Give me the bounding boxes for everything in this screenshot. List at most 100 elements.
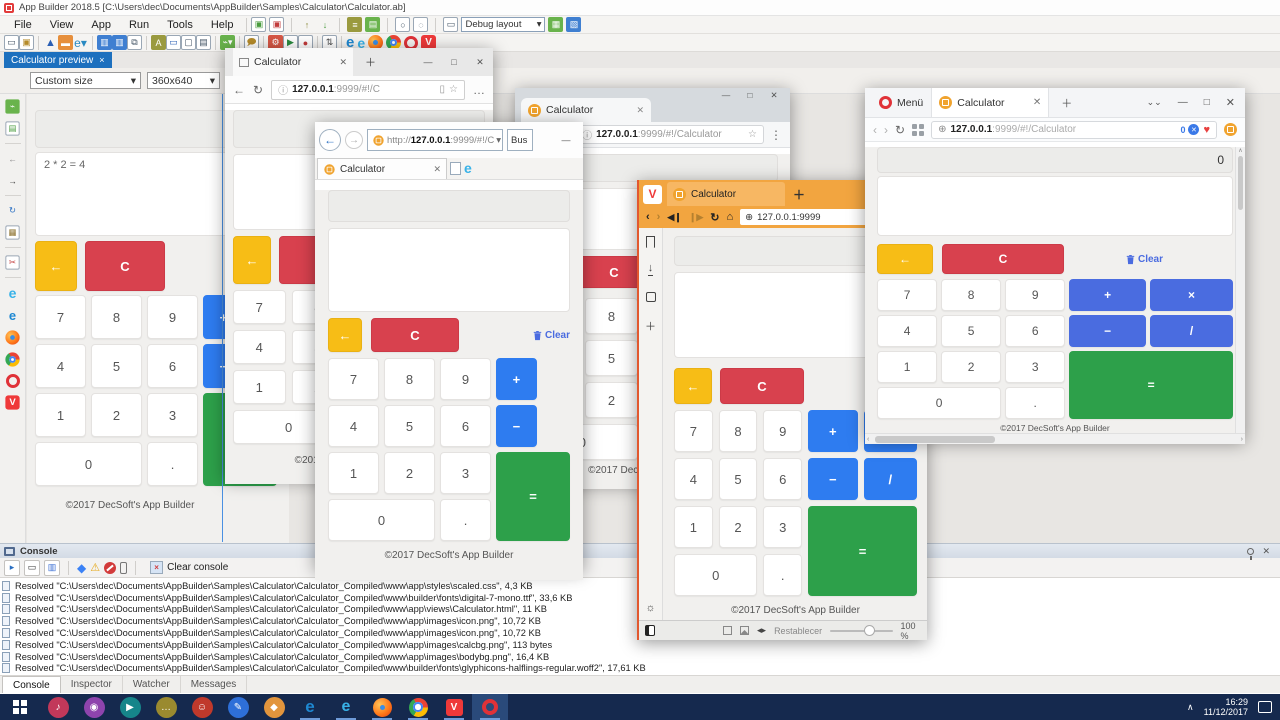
minimize-icon[interactable]: — [561, 135, 571, 145]
calc-history[interactable] [328, 228, 570, 312]
key-dot[interactable]: . [440, 499, 492, 541]
publish-icon[interactable]: ▲ [45, 36, 56, 49]
key-2[interactable]: 2 [718, 506, 758, 548]
refresh-icon[interactable]: ↻ [253, 82, 264, 97]
address-bar[interactable]: ⓘ 127.0.0.1:9999/#!/C ▯ ☆ [271, 79, 465, 100]
key-9[interactable]: 9 [1005, 279, 1066, 311]
debug-run-icon[interactable]: ⚙ [268, 35, 283, 50]
key-divide[interactable]: / [1150, 315, 1233, 347]
console-log[interactable]: Resolved "C:\Users\dec\Documents\AppBuil… [0, 578, 1280, 675]
home-icon[interactable]: ⌂ [726, 211, 734, 223]
backspace-button[interactable]: ← [674, 368, 712, 404]
key-0[interactable]: 0 [35, 442, 143, 486]
key-5[interactable]: 5 [91, 344, 143, 388]
screen-icon[interactable]: ▢ [181, 35, 196, 50]
edge-run-icon[interactable]: e [346, 34, 355, 51]
key-1[interactable]: 1 [233, 370, 286, 404]
taskbar-game-app[interactable]: ☺ [184, 694, 220, 720]
key-9[interactable]: 9 [147, 295, 199, 339]
key-6[interactable]: 6 [440, 405, 492, 447]
bookmark-star-icon[interactable]: ☆ [748, 129, 757, 140]
move-down-icon[interactable]: ↓ [322, 19, 328, 30]
menu-view[interactable]: View [49, 18, 74, 31]
close-tab-icon[interactable]: × [99, 55, 105, 65]
key-1[interactable]: 1 [877, 351, 938, 383]
key-3[interactable]: 3 [763, 506, 803, 548]
bookmarks-icon[interactable] [646, 236, 655, 248]
key-0[interactable]: 0 [877, 387, 1002, 419]
add-web-panel-icon[interactable]: ＋ [645, 321, 656, 333]
close-icon[interactable]: ✕ [476, 56, 484, 67]
calc-history[interactable] [877, 176, 1233, 236]
key-0[interactable]: 0 [328, 499, 436, 541]
error-filter-icon[interactable] [104, 561, 117, 574]
key-equals[interactable]: = [496, 452, 570, 541]
key-dot[interactable]: . [147, 442, 199, 486]
c-button[interactable]: C [371, 318, 459, 352]
edge-preview-icon[interactable]: e [8, 308, 17, 323]
key-2[interactable]: 2 [941, 351, 1002, 383]
key-6[interactable]: 6 [763, 458, 803, 500]
menu-tools[interactable]: Tools [167, 18, 193, 31]
key-7[interactable]: 7 [674, 410, 713, 452]
reload-icon[interactable]: ↻ [895, 122, 906, 137]
tab-calculator-preview[interactable]: Calculator preview × [4, 52, 112, 68]
close-form-icon[interactable]: ▣ [269, 17, 285, 32]
close-console-icon[interactable]: ✕ [1262, 545, 1270, 556]
taskbar-ie[interactable]: e [328, 694, 364, 720]
key-8[interactable]: 8 [384, 358, 436, 400]
key-minus[interactable]: − [1069, 315, 1147, 347]
key-plus[interactable]: + [496, 358, 537, 400]
settings-gear-icon[interactable]: ☼ [645, 602, 656, 614]
save-icon[interactable]: ▥ [97, 35, 112, 50]
key-times[interactable]: × [1150, 279, 1233, 311]
hidden-icons-chevron[interactable]: ∧ [1187, 701, 1194, 712]
key-plus[interactable]: + [1069, 279, 1147, 311]
menu-file[interactable]: File [14, 18, 32, 31]
key-4[interactable]: 4 [674, 458, 713, 500]
key-9[interactable]: 9 [440, 358, 492, 400]
key-4[interactable]: 4 [328, 405, 379, 447]
clear-link[interactable]: Clear [1126, 254, 1163, 265]
taskbar-media-app[interactable]: ♪ [40, 694, 76, 720]
menu-run[interactable]: Run [128, 18, 150, 31]
layout-options-icon[interactable]: ▧ [566, 17, 582, 32]
android-build-icon[interactable]: ⌁▾ [220, 35, 235, 50]
key-plus[interactable]: + [808, 410, 858, 452]
key-1[interactable]: 1 [674, 506, 713, 548]
warning-filter-icon[interactable]: ⚠ [90, 562, 101, 574]
key-8[interactable]: 8 [941, 279, 1002, 311]
back-icon[interactable]: ‹ [646, 211, 650, 223]
speed-dial-icon[interactable] [912, 123, 925, 136]
downloads-icon[interactable]: ↓ [647, 262, 654, 276]
forward-arrow-icon[interactable]: → [8, 175, 17, 186]
resolution-select[interactable]: 360x640 ▾ [147, 72, 220, 89]
key-6[interactable]: 6 [1005, 315, 1066, 347]
back-icon[interactable]: ← [319, 129, 341, 151]
tab-console[interactable]: Console [2, 676, 61, 693]
tab-menu-icon[interactable]: ⌄⌄ [1146, 97, 1162, 107]
key-dot[interactable]: . [1005, 387, 1066, 419]
taskbar-edge[interactable]: e [292, 694, 328, 720]
opera-preview-icon[interactable] [5, 374, 20, 388]
tab-watcher[interactable]: Watcher [123, 676, 181, 693]
taskbar-editor-app[interactable]: ✎ [220, 694, 256, 720]
forward-icon[interactable]: › [884, 122, 888, 137]
key-5[interactable]: 5 [941, 315, 1002, 347]
new-tab-icon[interactable]: ＋ [1061, 97, 1073, 110]
close-tab-icon[interactable]: ✕ [1032, 97, 1042, 108]
open-project-icon[interactable]: ▣ [19, 35, 34, 50]
chrome-run-icon[interactable] [386, 35, 402, 50]
minimize-icon[interactable]: — [423, 57, 433, 67]
zoom-slider[interactable] [830, 624, 893, 636]
vivaldi-run-icon[interactable]: V [421, 35, 437, 50]
info-filter-icon[interactable]: ◆ [77, 560, 87, 575]
export-log-icon[interactable]: ▸ [4, 559, 20, 576]
close-tab-icon[interactable]: ✕ [339, 56, 347, 67]
new-form-icon[interactable]: ▣ [251, 17, 267, 32]
run-app-icon[interactable]: ▤ [5, 121, 20, 136]
desktop-preview-icon[interactable]: ▭ [166, 35, 181, 50]
forward-icon[interactable]: → [345, 131, 363, 149]
key-equals[interactable]: = [1069, 351, 1233, 419]
new-tab-icon[interactable]: ＋ [365, 57, 376, 69]
